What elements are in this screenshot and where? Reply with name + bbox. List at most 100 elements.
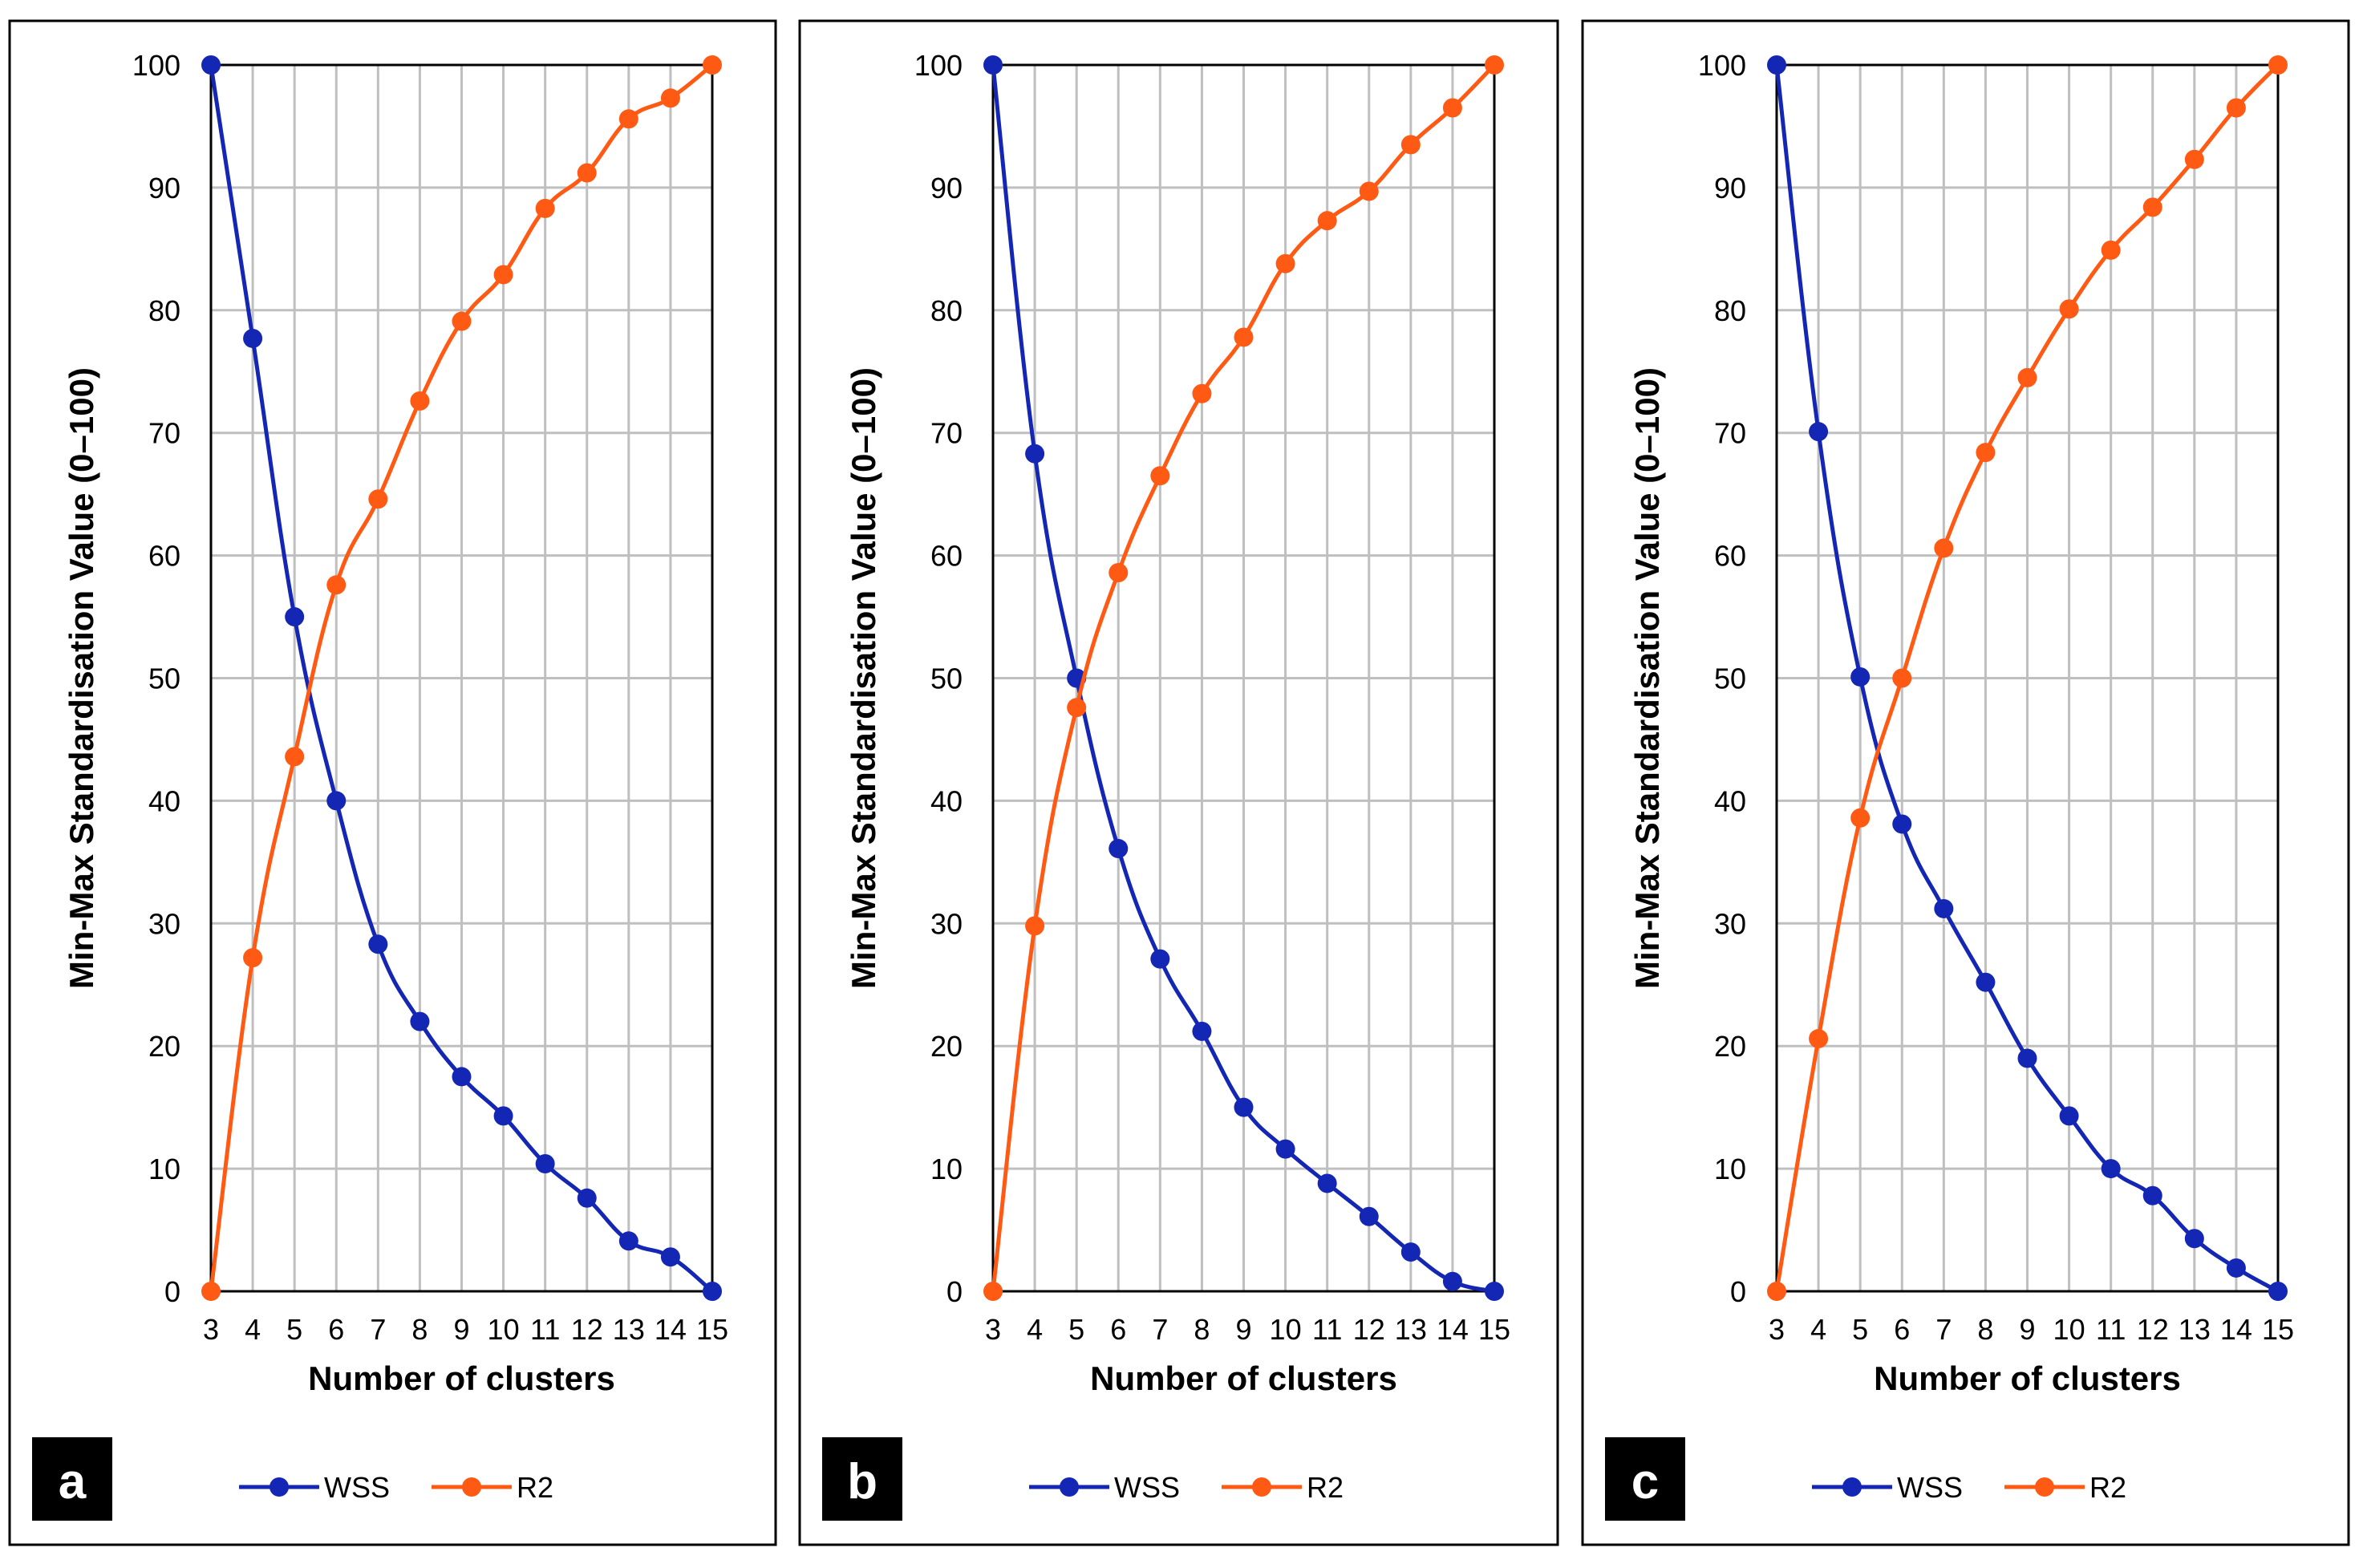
legend-marker-wss — [270, 1477, 289, 1497]
data-point-r2 — [1150, 466, 1170, 486]
data-point-r2 — [368, 489, 388, 509]
y-tick-label: 30 — [148, 907, 180, 940]
y-tick-label: 30 — [930, 907, 963, 940]
x-tick-label: 11 — [2096, 1313, 2126, 1346]
data-point-wss — [2184, 1229, 2204, 1249]
data-point-r2 — [2226, 98, 2246, 118]
data-point-wss — [201, 55, 221, 75]
data-point-r2 — [2101, 240, 2121, 260]
y-tick-label: 90 — [148, 172, 180, 205]
x-tick-label: 14 — [2220, 1313, 2252, 1346]
x-tick-label: 13 — [2179, 1313, 2211, 1346]
y-tick-label: 80 — [1714, 294, 1746, 327]
y-tick-label: 10 — [148, 1153, 180, 1185]
data-point-r2 — [2184, 149, 2204, 169]
series-line-wss — [991, 64, 1495, 1294]
data-point-wss — [1976, 972, 1996, 992]
x-tick-label: 9 — [453, 1313, 469, 1346]
y-tick-label: 100 — [132, 49, 180, 82]
x-tick-label: 15 — [2262, 1313, 2294, 1346]
data-point-r2 — [1275, 253, 1295, 273]
y-tick-label: 0 — [1730, 1275, 1746, 1308]
y-axis-title: Min-Max Standardisation Value (0–100) — [1628, 367, 1666, 989]
x-tick-label: 11 — [530, 1313, 560, 1346]
data-point-r2 — [201, 1282, 221, 1301]
legend-label-r2: R2 — [517, 1471, 553, 1504]
x-tick-label: 3 — [203, 1313, 219, 1346]
data-point-r2 — [535, 198, 555, 218]
data-point-r2 — [1976, 443, 1996, 463]
y-tick-label: 20 — [148, 1030, 180, 1063]
y-tick-label: 70 — [1714, 417, 1746, 450]
data-point-wss — [1275, 1139, 1295, 1159]
x-tick-label: 6 — [328, 1313, 344, 1346]
data-point-r2 — [285, 747, 305, 767]
x-tick-label: 10 — [1270, 1313, 1302, 1346]
data-point-wss — [368, 934, 388, 954]
data-point-wss — [1359, 1206, 1379, 1226]
data-point-wss — [703, 1282, 722, 1301]
y-axis-title: Min-Max Standardisation Value (0–100) — [845, 367, 882, 989]
data-point-r2 — [1442, 98, 1462, 118]
y-tick-label: 100 — [914, 49, 963, 82]
x-tick-label: 7 — [370, 1313, 386, 1346]
x-tick-label: 8 — [1194, 1313, 1210, 1346]
y-tick-label: 20 — [930, 1030, 963, 1063]
legend-label-r2: R2 — [1307, 1471, 1344, 1504]
data-point-r2 — [1109, 563, 1129, 583]
x-tick-label: 15 — [1478, 1313, 1510, 1346]
x-tick-label: 11 — [1312, 1313, 1342, 1346]
data-point-r2 — [1809, 1029, 1829, 1049]
x-tick-label: 12 — [571, 1313, 603, 1346]
y-tick-label: 90 — [930, 172, 963, 205]
legend-label-wss: WSS — [324, 1471, 390, 1504]
y-tick-label: 60 — [930, 540, 963, 573]
chart-panel-a: 0 10 20 30 40 50 60 70 80 90 100 3 4 5 6 7 8 9 10 11 12 13 14 1… — [8, 19, 777, 1546]
x-axis-title: Number of clusters — [308, 1359, 615, 1397]
y-tick-label: 80 — [148, 294, 180, 327]
data-point-wss — [1192, 1021, 1212, 1041]
y-tick-label: 30 — [1714, 907, 1746, 940]
y-tick-label: 90 — [1714, 172, 1746, 205]
legend-marker-r2 — [1252, 1477, 1271, 1497]
series-line-r2 — [991, 63, 1496, 1292]
chart-panel-b: 0 10 20 30 40 50 60 70 80 90 100 3 4 5 6 7 8 9 10 11 12 13 14 1… — [798, 19, 1559, 1546]
data-point-wss — [1150, 949, 1170, 969]
series-line-r2 — [209, 63, 714, 1292]
x-tick-label: 12 — [1353, 1313, 1385, 1346]
data-point-r2 — [1767, 1282, 1786, 1301]
y-tick-label: 40 — [1714, 784, 1746, 817]
y-tick-label: 50 — [1714, 662, 1746, 695]
data-point-wss — [1485, 1282, 1504, 1301]
data-point-wss — [983, 55, 1003, 75]
data-point-r2 — [1234, 327, 1254, 347]
data-point-wss — [1234, 1097, 1254, 1117]
series-line-wss — [209, 64, 714, 1293]
data-point-wss — [1317, 1173, 1337, 1193]
data-point-wss — [1892, 814, 1912, 834]
data-point-r2 — [1025, 916, 1045, 936]
data-point-wss — [1442, 1271, 1462, 1291]
panel-label-badge — [822, 1437, 902, 1521]
x-tick-label: 3 — [1769, 1313, 1785, 1346]
x-tick-label: 7 — [1152, 1313, 1168, 1346]
y-tick-label: 70 — [148, 417, 180, 450]
panel-label: a — [59, 1454, 87, 1509]
data-point-r2 — [577, 163, 597, 183]
panel-label-badge — [32, 1437, 112, 1521]
x-tick-label: 4 — [1810, 1313, 1826, 1346]
data-point-r2 — [1850, 808, 1871, 828]
x-tick-label: 10 — [2053, 1313, 2085, 1346]
data-point-wss — [2059, 1106, 2079, 1126]
data-point-wss — [1934, 898, 1954, 918]
data-point-wss — [326, 791, 347, 811]
panel-label: b — [847, 1454, 878, 1509]
data-point-wss — [1025, 444, 1045, 464]
data-point-r2 — [243, 948, 263, 968]
x-tick-label: 14 — [655, 1313, 687, 1346]
data-point-r2 — [1192, 383, 1212, 403]
data-point-r2 — [618, 109, 638, 129]
data-point-r2 — [1485, 55, 1504, 75]
data-point-wss — [2268, 1282, 2288, 1301]
legend-marker-wss — [1842, 1477, 1862, 1497]
